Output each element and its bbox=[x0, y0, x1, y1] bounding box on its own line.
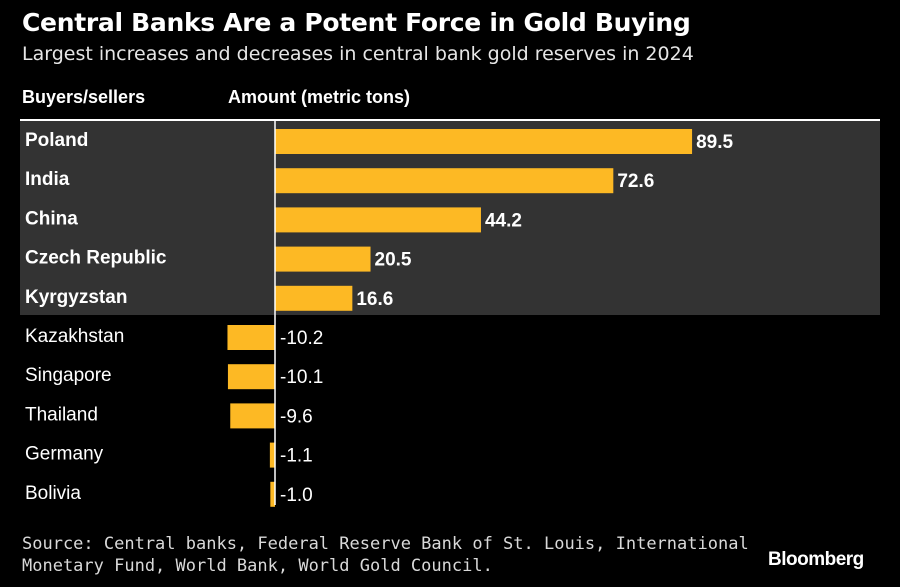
bar-bolivia bbox=[270, 481, 275, 507]
category-label-bolivia: Bolivia bbox=[25, 483, 81, 504]
bar-china bbox=[275, 207, 481, 233]
value-label-bolivia: -1.0 bbox=[280, 485, 313, 506]
value-label-singapore: -10.1 bbox=[280, 367, 323, 388]
value-label-germany: -1.1 bbox=[280, 446, 313, 467]
source-line-1: Source: Central banks, Federal Reserve B… bbox=[22, 534, 749, 554]
category-label-india: India bbox=[25, 169, 70, 190]
bar-poland bbox=[275, 129, 693, 154]
bar-singapore bbox=[227, 364, 275, 390]
value-label-czech-republic: 20.5 bbox=[375, 250, 412, 271]
bar-india bbox=[275, 168, 614, 194]
bar-germany bbox=[269, 442, 275, 468]
category-label-poland: Poland bbox=[25, 130, 88, 151]
category-label-germany: Germany bbox=[25, 444, 104, 465]
bar-thailand bbox=[230, 403, 275, 429]
category-label-thailand: Thailand bbox=[25, 404, 98, 425]
bar-czech-republic bbox=[275, 246, 371, 272]
value-label-china: 44.2 bbox=[485, 210, 522, 231]
category-label-kyrgyzstan: Kyrgyzstan bbox=[25, 287, 127, 308]
value-label-kazakhstan: -10.2 bbox=[280, 328, 323, 349]
header-rule bbox=[20, 119, 880, 121]
chart-title: Central Banks Are a Potent Force in Gold… bbox=[22, 8, 691, 37]
value-label-thailand: -9.6 bbox=[280, 406, 313, 427]
category-label-china: China bbox=[25, 208, 78, 229]
bloomberg-logo: Bloomberg bbox=[768, 549, 864, 570]
value-label-india: 72.6 bbox=[617, 171, 654, 192]
column-header-buyers-sellers: Buyers/sellers bbox=[22, 87, 146, 107]
bar-kyrgyzstan bbox=[275, 285, 353, 311]
category-label-czech-republic: Czech Republic bbox=[25, 248, 167, 269]
category-label-kazakhstan: Kazakhstan bbox=[25, 326, 124, 347]
source-line-2: Monetary Fund, World Bank, World Gold Co… bbox=[22, 556, 493, 576]
bar-kazakhstan bbox=[227, 325, 275, 350]
source-note: Source: Central banks, Federal Reserve B… bbox=[22, 533, 749, 577]
value-label-poland: 89.5 bbox=[696, 132, 733, 153]
column-header-amount: Amount (metric tons) bbox=[228, 87, 410, 107]
category-label-singapore: Singapore bbox=[25, 365, 112, 386]
chart-subtitle: Largest increases and decreases in centr… bbox=[22, 43, 694, 65]
value-label-kyrgyzstan: 16.6 bbox=[356, 289, 393, 310]
